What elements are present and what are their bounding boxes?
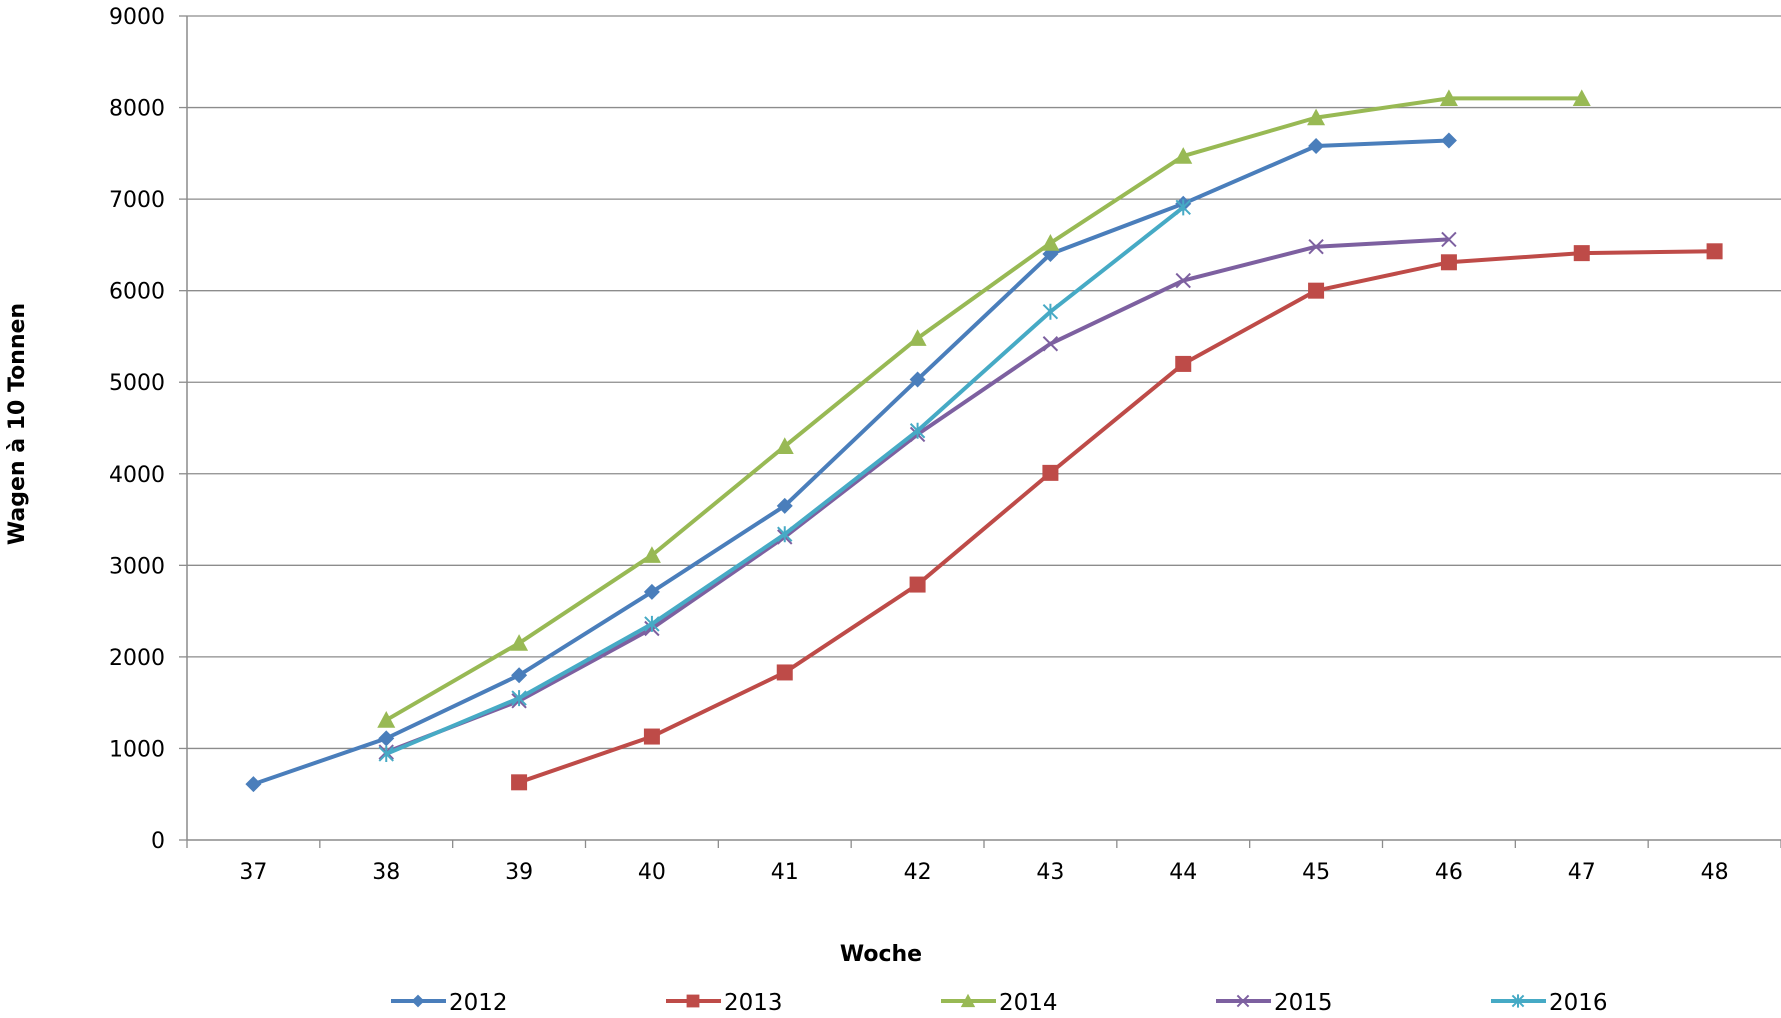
y-tick-label: 2000 (109, 646, 165, 671)
y-tick-label: 4000 (109, 463, 165, 488)
series-2015 (378, 231, 1457, 760)
legend-item-2016: 2016 (1491, 990, 1608, 1016)
x-tick-label: 47 (1568, 860, 1596, 885)
data-point-2016 (909, 422, 926, 439)
legend-label: 2016 (1549, 990, 1608, 1016)
data-point-2016 (511, 690, 527, 707)
legend-marker (411, 994, 425, 1008)
x-tick-labels: 37 38 39 40 41 42 43 44 45 46 47 48 (239, 860, 1728, 885)
legend-item-2012: 2012 (391, 990, 508, 1016)
data-point-2016 (777, 526, 793, 543)
data-point-2014 (377, 711, 396, 728)
legend-marker (686, 994, 700, 1008)
y-tick-label: 1000 (109, 737, 165, 762)
data-point-2015 (1441, 231, 1457, 248)
y-tick-label: 9000 (109, 5, 165, 30)
data-point-2013 (909, 576, 926, 593)
series-line-2012 (252, 138, 1449, 787)
series-2016 (378, 199, 1191, 762)
legend-label: 2014 (999, 990, 1058, 1016)
data-point-2014 (908, 329, 927, 346)
x-tick-label: 48 (1701, 860, 1729, 885)
x-tick-label: 46 (1435, 860, 1463, 885)
y-tick-label: 6000 (109, 280, 165, 305)
data-point-2012 (378, 730, 395, 747)
legend-label: 2013 (724, 990, 783, 1016)
y-tick-label: 0 (151, 829, 165, 854)
x-tick-label: 39 (505, 860, 533, 885)
data-point-2016 (1175, 199, 1191, 216)
legend-item-2015: 2015 (1216, 990, 1333, 1016)
x-tick-label: 37 (239, 860, 267, 885)
x-tick-label: 41 (771, 860, 799, 885)
x-tick-label: 45 (1302, 860, 1330, 885)
data-point-2012 (1440, 132, 1457, 149)
y-tick-label: 8000 (109, 97, 165, 122)
legend-marker (960, 993, 976, 1008)
y-tick-label: 5000 (109, 371, 165, 396)
x-tick-label: 40 (638, 860, 666, 885)
y-tick-labels: 0 1000 2000 3000 4000 5000 6000 7000 8000 9000 (109, 5, 165, 854)
data-point-2014 (510, 634, 529, 651)
legend-item-2013: 2013 (666, 990, 783, 1016)
legend-item-2014: 2014 (941, 990, 1058, 1016)
x-tick-label: 42 (904, 860, 932, 885)
legend-label: 2012 (449, 990, 508, 1016)
data-point-2016 (644, 615, 660, 632)
series-2014 (377, 89, 1591, 728)
data-point-2012 (245, 776, 262, 793)
data-point-2016 (1042, 303, 1059, 320)
data-point-2014 (642, 546, 661, 563)
data-point-2015 (1175, 272, 1191, 289)
data-point-2013 (511, 774, 528, 791)
legend-label: 2015 (1274, 990, 1333, 1016)
x-axis-title: Woche (840, 942, 922, 967)
y-tick-label: 3000 (109, 554, 165, 579)
data-point-2012 (909, 371, 926, 388)
data-point-2014 (1439, 89, 1458, 107)
data-point-2015 (1308, 239, 1324, 255)
data-point-2012 (511, 667, 528, 684)
data-point-2012 (1308, 138, 1325, 155)
data-point-2013 (1440, 254, 1457, 271)
data-point-2013 (1573, 245, 1590, 262)
x-tick-label: 38 (372, 860, 400, 885)
x-tick-label: 44 (1169, 860, 1197, 885)
data-point-2013 (643, 728, 660, 745)
data-point-2013 (1308, 282, 1325, 299)
data-point-2015 (1042, 336, 1059, 352)
legend: 2012 2013 2014 2015 2016 (391, 990, 1608, 1016)
series-2012 (245, 132, 1457, 793)
data-point-2014 (1174, 147, 1193, 164)
series-line-2013 (518, 249, 1715, 785)
axes (179, 15, 1781, 848)
data-point-2016 (378, 745, 394, 762)
data-point-2014 (775, 437, 794, 454)
data-point-2014 (1041, 234, 1060, 251)
data-point-2013 (776, 664, 793, 681)
series-line-2015 (385, 237, 1450, 754)
data-point-2012 (643, 583, 660, 600)
series-group (245, 89, 1723, 793)
legend-marker (1511, 994, 1525, 1008)
grid-lines (187, 15, 1781, 750)
data-point-2014 (1572, 89, 1591, 107)
y-axis-title: Wagen à 10 Tonnen (5, 303, 30, 545)
y-tick-label: 7000 (109, 188, 165, 213)
data-point-2013 (1706, 243, 1723, 260)
data-point-2014 (1307, 108, 1326, 126)
legend-marker (1236, 994, 1250, 1008)
data-point-2013 (1042, 464, 1059, 481)
x-tick-label: 43 (1036, 860, 1064, 885)
series-2013 (511, 243, 1723, 791)
series-line-2014 (385, 96, 1582, 722)
data-point-2012 (776, 497, 793, 514)
data-point-2013 (1175, 355, 1192, 372)
